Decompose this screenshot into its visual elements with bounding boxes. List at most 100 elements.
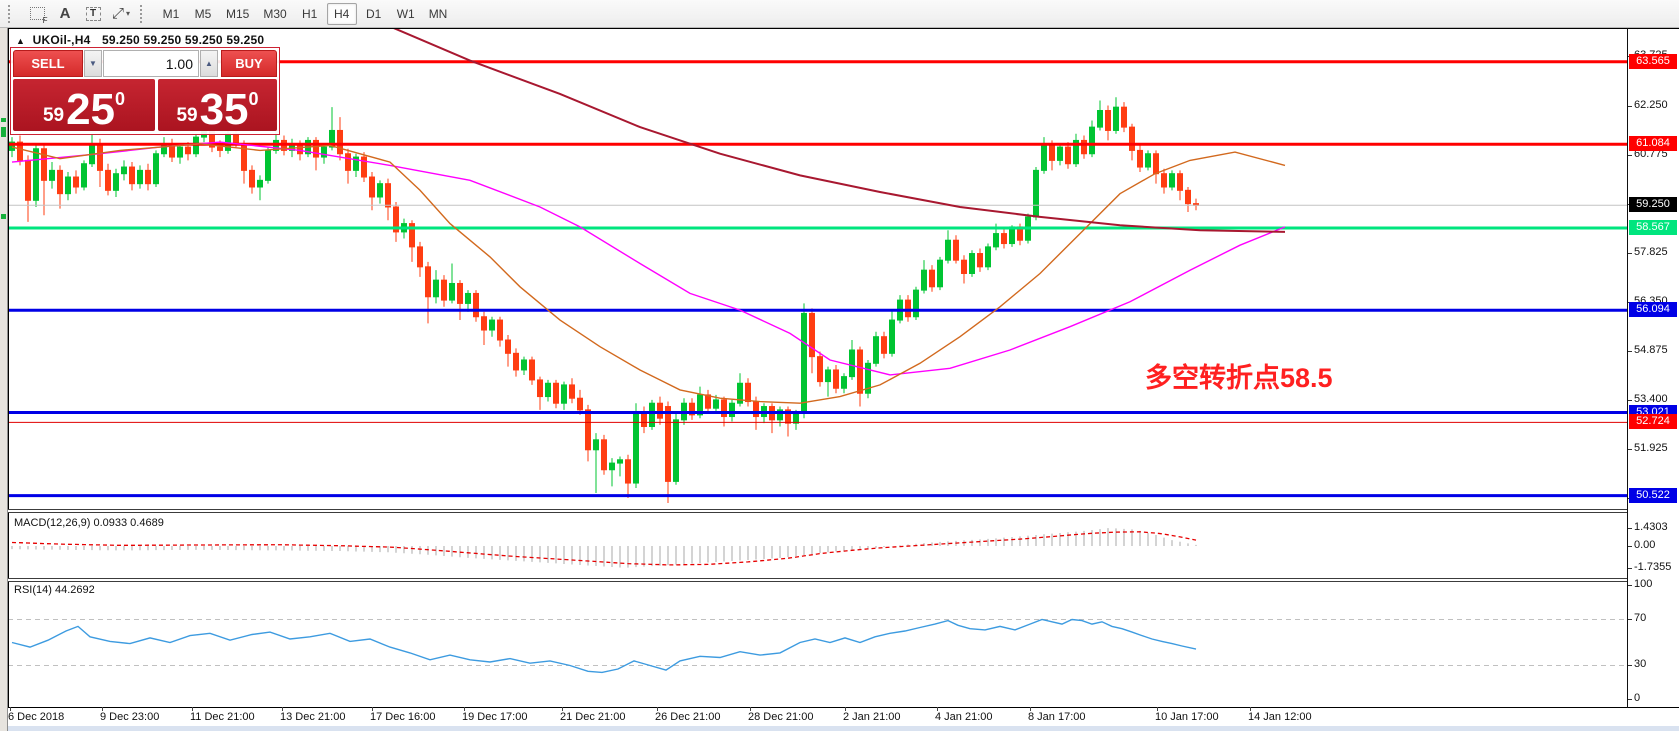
ma-slow-line (391, 28, 1286, 233)
rsi-label: RSI(14) 44.2692 (14, 584, 95, 596)
chart-text-annotation[interactable]: 多空转折点58.5 (1145, 363, 1333, 393)
price-tickmark (1627, 400, 1632, 401)
price-tick-label: 60.775 (1634, 148, 1668, 160)
time-label: 11 Dec 21:00 (190, 711, 255, 723)
timeframe-button-W1[interactable]: W1 (396, 6, 415, 21)
toolbar-drag-handle[interactable] (8, 4, 18, 23)
volume-decrease-button[interactable]: ▼ (84, 50, 102, 77)
time-tickmark (282, 707, 283, 711)
price-tick-label: 62.250 (1634, 99, 1668, 111)
price-tick-label: 53.400 (1634, 393, 1668, 405)
bottom-strip (0, 726, 1679, 731)
price-badge-56.094: 56.094 (1629, 302, 1677, 317)
macd-axis-label: 0.00 (1634, 539, 1656, 551)
time-tickmark (372, 707, 373, 711)
macd-label: MACD(12,26,9) 0.0933 0.4689 (14, 517, 164, 529)
left-strip-mark (1, 118, 6, 122)
time-label: 21 Dec 21:00 (560, 711, 626, 723)
rsi-tickmark (1627, 585, 1632, 586)
timeframe-bar: M1 M5 M15 M30 H1 H4 D1 W1 MN (156, 2, 453, 25)
ohlc-quotes: 59.250 59.250 59.250 59.250 (102, 33, 265, 47)
time-axis-border (8, 707, 1679, 708)
left-strip-mark (1, 214, 6, 219)
timeframe-button-M30[interactable]: M30 (263, 6, 287, 21)
time-tickmark (1157, 707, 1158, 711)
buy-price-sup: 0 (248, 89, 259, 109)
timeframe-button-M15[interactable]: M15 (226, 6, 250, 21)
price-tick-label: 54.875 (1634, 344, 1668, 356)
rsi-panel-separator[interactable] (8, 578, 1627, 582)
time-label: 8 Jan 17:00 (1028, 711, 1086, 723)
main-chart-canvas[interactable] (0, 28, 1679, 509)
price-tickmark (1627, 253, 1632, 254)
chart-grid-icon[interactable]: F (24, 3, 50, 25)
timeframe-button-M5[interactable]: M5 (194, 6, 212, 21)
buy-price-big: 35 (199, 84, 249, 134)
macd-histogram (11, 528, 1197, 568)
buy-button[interactable]: BUY (221, 50, 277, 77)
time-label: 28 Dec 21:00 (748, 711, 814, 723)
time-tickmark (845, 707, 846, 711)
symbol-triangle-icon: ▲ (16, 36, 26, 46)
time-label: 6 Dec 2018 (8, 711, 65, 723)
time-label: 17 Dec 16:00 (370, 711, 436, 723)
plot-top-border (8, 28, 1679, 29)
buy-price-display[interactable]: 59 35 0 (158, 79, 277, 131)
volume-input[interactable] (103, 50, 199, 77)
macd-panel-separator[interactable] (8, 509, 1627, 513)
text-label-icon[interactable]: A (59, 5, 71, 22)
time-label: 19 Dec 17:00 (462, 711, 528, 723)
sell-button[interactable]: SELL (13, 50, 83, 77)
macd-axis-label: -1.7355 (1634, 561, 1672, 573)
left-edge-strip (0, 28, 8, 731)
time-tickmark (192, 707, 193, 711)
price-badge-52.724: 52.724 (1629, 414, 1677, 429)
line-studies-icon[interactable]: ⤢ ▾ (111, 5, 131, 22)
buy-price-prefix: 59 (176, 105, 198, 126)
price-badge-58.567: 58.567 (1629, 220, 1677, 235)
timeframe-button-MN[interactable]: MN (428, 6, 448, 21)
macd-canvas[interactable] (0, 513, 1679, 578)
price-tickmark (1627, 351, 1632, 352)
macd-axis-label: 1.4303 (1634, 521, 1668, 533)
time-label: 2 Jan 21:00 (843, 711, 901, 723)
price-tickmark (1627, 106, 1632, 107)
volume-increase-button[interactable]: ▲ (200, 50, 218, 77)
toolbar: F A T ⤢ ▾ M1 M5 M15 M30 H1 H4 D1 W1 MN (0, 0, 1679, 28)
time-tickmark (1030, 707, 1031, 711)
timeframe-button-H4[interactable]: H4 (326, 2, 357, 25)
time-tickmark (750, 707, 751, 711)
rsi-canvas[interactable] (0, 582, 1679, 707)
timeframe-toolbar-handle[interactable] (140, 4, 150, 23)
price-badge-50.522: 50.522 (1629, 488, 1677, 503)
price-axis-border (1627, 28, 1628, 708)
price-badge-63.565: 63.565 (1629, 54, 1677, 69)
chevron-down-icon: ▾ (126, 9, 131, 18)
time-tickmark (10, 707, 11, 711)
rsi-tickmark (1627, 665, 1632, 666)
rsi-line (11, 618, 1197, 674)
text-box-icon[interactable]: T (80, 3, 106, 25)
timeframe-button-D1[interactable]: D1 (366, 6, 382, 21)
time-label: 26 Dec 21:00 (655, 711, 721, 723)
time-tickmark (562, 707, 563, 711)
candles-layer (9, 97, 1199, 504)
price-badge-61.084: 61.084 (1629, 136, 1677, 151)
left-strip-mark (1, 127, 6, 137)
macd-signal-line (11, 531, 1197, 566)
chart-title: ▲ UKOil-,H4 59.250 59.250 59.250 59.250 (16, 33, 264, 47)
time-label: 13 Dec 21:00 (280, 711, 346, 723)
rsi-axis-label: 30 (1634, 658, 1647, 670)
price-tickmark (1627, 449, 1632, 450)
rsi-tickmark (1627, 619, 1632, 620)
price-tickmark (1627, 155, 1632, 156)
sell-price-sup: 0 (115, 89, 126, 109)
plot-left-border (8, 28, 9, 708)
sell-price-prefix: 59 (42, 105, 65, 126)
rsi-axis-label: 70 (1634, 612, 1647, 624)
time-tickmark (657, 707, 658, 711)
timeframe-button-H1[interactable]: H1 (302, 6, 318, 21)
symbol-name: UKOil-,H4 (32, 33, 91, 47)
sell-price-display[interactable]: 59 25 0 (13, 79, 155, 131)
timeframe-button-M1[interactable]: M1 (162, 6, 180, 21)
